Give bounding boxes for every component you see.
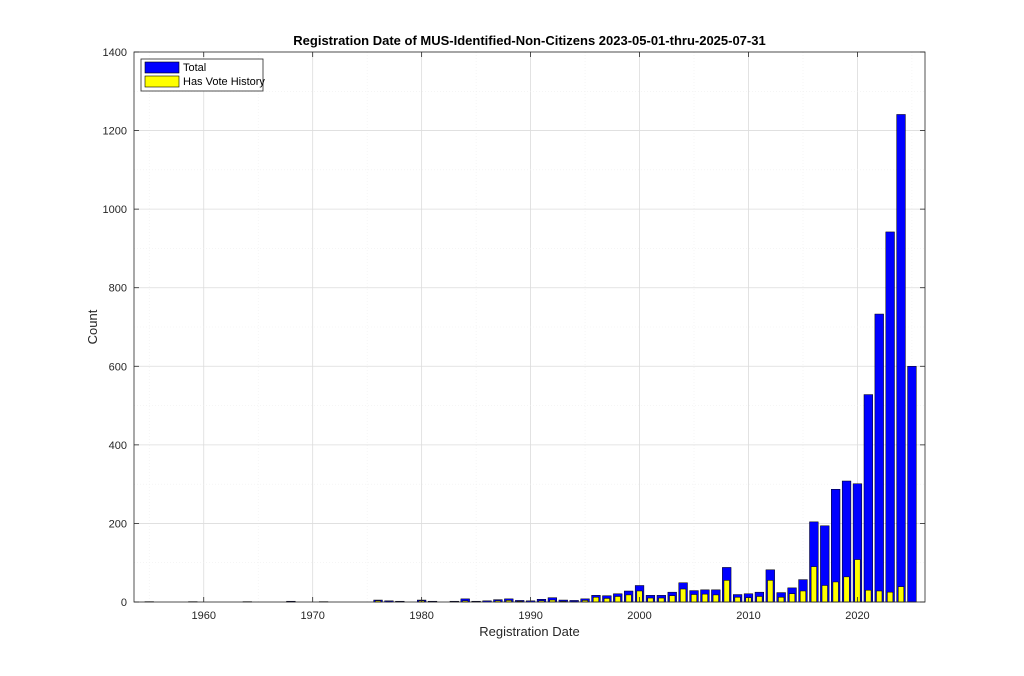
bar-vote-history: [592, 597, 599, 603]
bar-vote-history: [614, 596, 621, 603]
x-tick-label: 2020: [845, 610, 869, 622]
bar-vote-history: [691, 594, 697, 603]
y-tick-label: 600: [109, 361, 127, 373]
bar-vote-history: [898, 586, 905, 603]
ticks-layer: 1960 1970 1980 1990 2000 2010 2020 0 200 400 600 80…: [103, 47, 925, 622]
y-tick-label: 1200: [103, 126, 127, 138]
bar-vote-history: [647, 597, 654, 603]
bar-vote-history: [854, 559, 861, 603]
bar-vote-history: [603, 598, 610, 603]
y-axis-label: Count: [85, 309, 100, 344]
bar-vote-history: [756, 596, 763, 603]
bar-vote-history: [876, 590, 883, 603]
bar-total: [885, 231, 895, 603]
x-tick-label: 2010: [736, 610, 760, 622]
bar-total: [907, 366, 917, 603]
legend-swatch-total: [144, 61, 180, 74]
bar-total: [896, 114, 906, 603]
bar-vote-history: [701, 593, 708, 603]
x-axis-label: Registration Date: [479, 624, 579, 639]
bar-vote-history: [625, 594, 632, 603]
bar-vote-history: [734, 597, 741, 603]
legend-label-total: Total: [183, 62, 206, 74]
y-tick-label: 800: [109, 283, 127, 295]
legend-label-vote-history: Has Vote History: [183, 76, 265, 88]
bar-vote-history: [789, 593, 796, 603]
bar-vote-history: [887, 591, 894, 603]
x-tick-label: 1990: [518, 610, 542, 622]
bar-vote-history: [680, 588, 687, 603]
bar-vote-history: [810, 566, 817, 603]
chart-title: Registration Date of MUS-Identified-Non-…: [293, 33, 765, 48]
bar-total: [863, 394, 873, 603]
bar-vote-history: [778, 597, 785, 603]
x-tick-label: 1960: [191, 610, 215, 622]
y-tick-label: 1400: [103, 47, 127, 59]
x-tick-label: 2000: [627, 610, 651, 622]
bar-vote-history: [669, 595, 676, 603]
x-tick-label: 1970: [300, 610, 324, 622]
x-tick-label: 1980: [409, 610, 433, 622]
y-tick-label: 400: [109, 440, 127, 452]
y-tick-label: 0: [121, 597, 127, 609]
bar-vote-history: [843, 576, 850, 603]
bar-vote-history: [723, 580, 730, 603]
bar-vote-history: [712, 594, 719, 603]
bar-vote-history: [832, 581, 839, 603]
bar-vote-history: [821, 585, 828, 603]
bar-vote-history: [767, 580, 774, 603]
legend-swatch-vote-history: [144, 75, 180, 88]
y-tick-label: 1000: [103, 204, 127, 216]
plot-area-border: [133, 51, 926, 603]
bar-total: [874, 313, 884, 603]
bar-vote-history: [799, 590, 806, 603]
bar-vote-history: [658, 597, 665, 603]
y-tick-label: 200: [109, 518, 127, 530]
legend: Total Has Vote History: [140, 58, 265, 92]
bar-vote-history: [865, 589, 872, 603]
